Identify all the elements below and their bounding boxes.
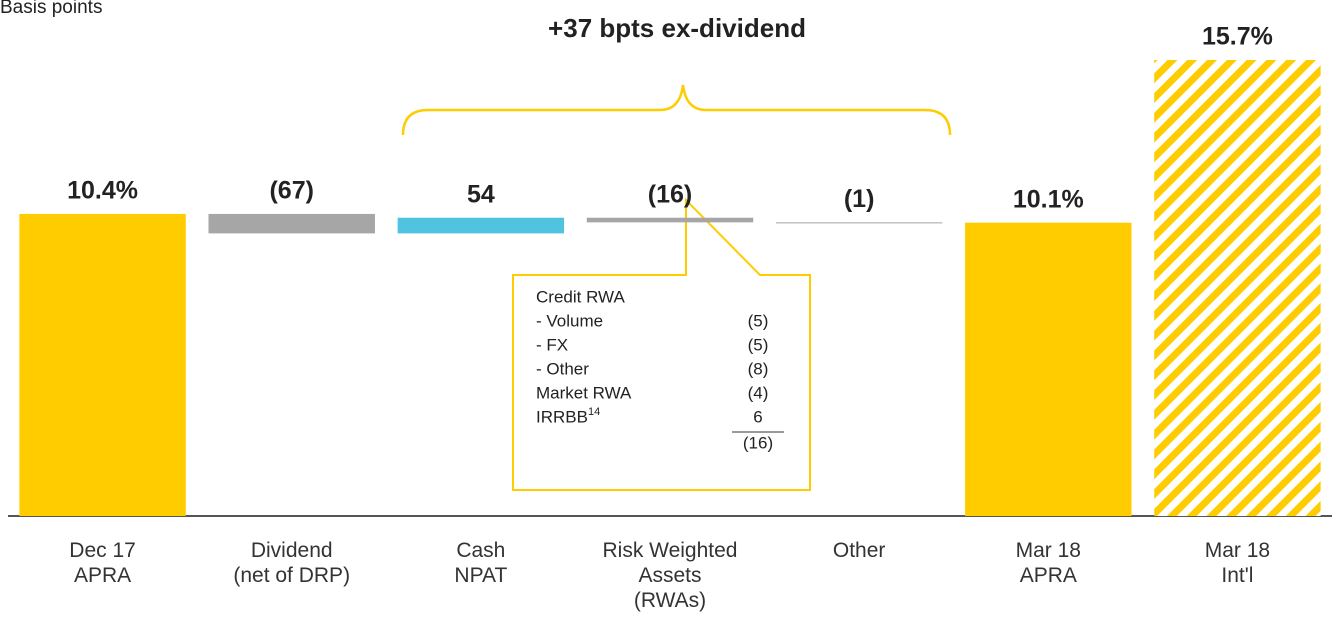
- value-label: 10.1%: [1013, 185, 1084, 213]
- value-label: (16): [648, 180, 692, 208]
- x-tick-label: Risk Weighted Assets (RWAs): [602, 539, 737, 612]
- x-tick-label: Cash NPAT: [454, 539, 507, 587]
- x-tick-label: Other: [833, 539, 886, 562]
- bar: [397, 217, 565, 234]
- callout-label: Credit RWA: [536, 287, 625, 306]
- bar: [19, 213, 186, 516]
- callout-value: (8): [748, 359, 769, 378]
- x-tick-label: Mar 18 APRA: [1016, 539, 1081, 587]
- bar: [586, 217, 754, 223]
- callout-label: - FX: [536, 335, 568, 354]
- callout: Credit RWA - Volume (5) - FX (5) - Other (8…: [536, 287, 784, 452]
- callout-value: (5): [748, 311, 769, 330]
- callout-total: (16): [743, 433, 773, 452]
- x-tick-label: Mar 18 Int'l: [1205, 539, 1270, 587]
- callout-value: (4): [748, 383, 769, 402]
- bar: [208, 213, 375, 234]
- callout-box: [512, 197, 811, 491]
- callout-label: IRRBB14: [536, 406, 600, 427]
- value-label: (67): [269, 177, 313, 205]
- callout-label: Market RWA: [536, 383, 632, 402]
- callout-label: - Other: [536, 359, 589, 378]
- bar: [775, 222, 943, 224]
- bar: [965, 222, 1132, 516]
- value-label: 10.4%: [67, 177, 138, 205]
- callout-value: (5): [748, 335, 769, 354]
- bar: [1154, 60, 1321, 516]
- footnote-ref: 14: [588, 406, 600, 418]
- bracket-annotation: +37 bpts ex-dividend: [548, 13, 806, 43]
- value-label: 54: [467, 180, 495, 208]
- x-tick-label: Dividend (net of DRP): [233, 539, 350, 587]
- callout-label: - Volume: [536, 311, 603, 330]
- unit-label: Basis points: [0, 0, 102, 18]
- callout-value: 6: [753, 407, 762, 426]
- value-label: (1): [844, 185, 875, 213]
- x-tick-label: Dec 17 APRA: [69, 539, 136, 587]
- value-label: 15.7%: [1202, 23, 1273, 51]
- bracket: [401, 84, 952, 136]
